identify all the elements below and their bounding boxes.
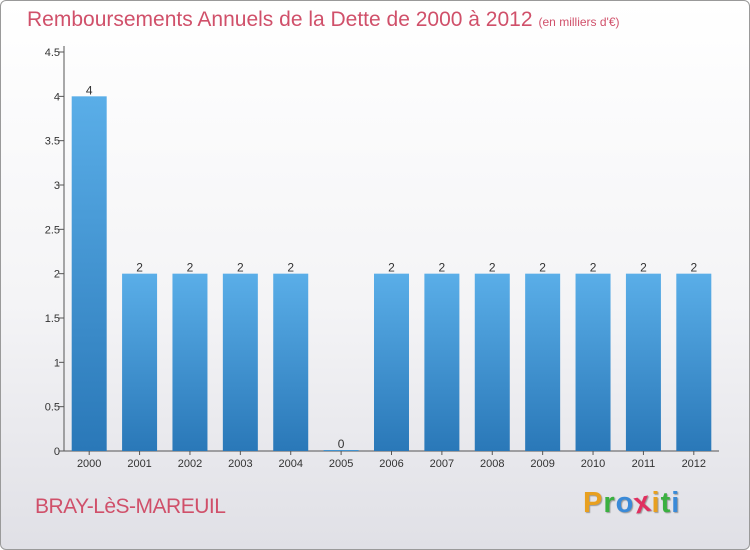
bar <box>374 273 409 451</box>
bar-value-label: 2 <box>237 261 244 275</box>
logo-letter: t <box>660 487 672 519</box>
bar-value-label: 0 <box>338 437 345 451</box>
bar <box>676 273 712 451</box>
x-tick-label: 2006 <box>379 458 403 470</box>
x-axis: 2000 2001 2002 2003 2004 2005 2006 2007 2008 2009… <box>64 450 719 470</box>
bar-value-label: 2 <box>539 261 546 275</box>
x-tick-label: 2009 <box>530 458 554 470</box>
bar-value-label: 2 <box>187 261 194 275</box>
bar-value-label: 2 <box>439 261 446 275</box>
y-tick-label: 2.5 <box>45 224 60 236</box>
bar <box>625 273 661 451</box>
bar <box>273 273 309 451</box>
x-tick-label: 2012 <box>682 458 706 470</box>
bar <box>222 273 258 451</box>
bar <box>525 273 561 451</box>
bar-value-label: 2 <box>590 261 597 275</box>
y-tick-label: 2 <box>54 269 60 281</box>
x-tick-label: 2003 <box>228 458 252 470</box>
bar <box>172 273 208 451</box>
bar <box>474 273 510 451</box>
logo-letter: i <box>651 487 661 519</box>
logo-letter: i <box>671 487 681 519</box>
bar-value-label: 2 <box>388 261 395 275</box>
x-tick-label: 2002 <box>178 458 202 470</box>
bar <box>424 273 460 451</box>
x-tick-label: 2001 <box>127 458 151 470</box>
logo-letter: o <box>615 487 635 519</box>
bar-value-label: 2 <box>489 261 496 275</box>
y-tick-label: 4.5 <box>45 47 60 59</box>
chart-title: Remboursements Annuels de la Dette de 20… <box>27 8 620 32</box>
x-tick-label: 2008 <box>480 458 504 470</box>
x-tick-label: 2007 <box>430 458 454 470</box>
bar-value-label: 2 <box>640 261 647 275</box>
x-tick-label: 2004 <box>278 458 302 470</box>
logo-letter: P <box>583 487 604 519</box>
y-tick-label: 3.5 <box>45 136 60 148</box>
chart-title-text: Remboursements Annuels de la Dette de 20… <box>27 8 533 31</box>
y-tick-label: 0.5 <box>45 402 60 414</box>
y-tick-label: 0 <box>54 446 60 458</box>
x-tick-label: 2010 <box>581 458 605 470</box>
bar-value-label: 2 <box>287 261 294 275</box>
x-tick-label: 2011 <box>632 458 656 470</box>
y-tick-label: 3 <box>54 180 60 192</box>
x-tick-label: 2005 <box>329 458 353 470</box>
bar <box>71 96 107 451</box>
proxiti-logo[interactable]: Proxiti <box>583 486 681 521</box>
bar-value-label: 4 <box>86 83 93 97</box>
bar-value-label: 2 <box>136 261 143 275</box>
bar <box>122 273 158 451</box>
logo-letter: r <box>603 487 616 519</box>
y-tick-label: 1 <box>54 357 60 369</box>
x-tick-label: 2000 <box>77 458 101 470</box>
y-axis: 0 0.5 1 1.5 2 2.5 3 3.5 4 4.5 <box>45 46 65 458</box>
bar <box>323 450 359 451</box>
y-tick-label: 1.5 <box>45 313 60 325</box>
bars: 4 2 2 2 2 0 2 2 2 2 2 2 2 <box>71 83 712 451</box>
y-tick-label: 4 <box>54 91 60 103</box>
bar-value-label: 2 <box>690 261 697 275</box>
chart-unit: (en milliers d'€) <box>538 15 620 29</box>
bar <box>575 273 611 451</box>
commune-name: BRAY-LèS-MAREUIL <box>35 495 226 518</box>
